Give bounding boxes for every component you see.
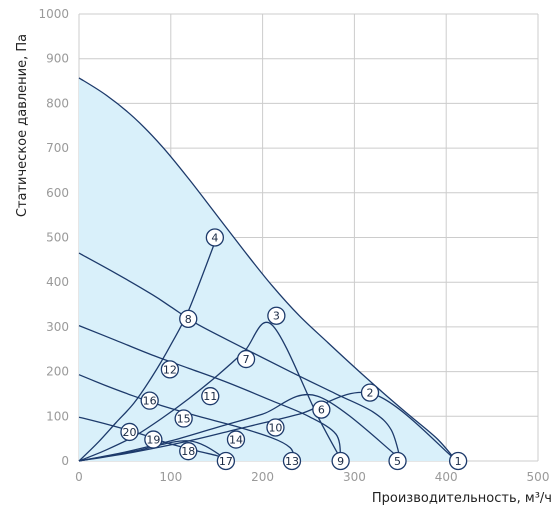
marker-circle xyxy=(282,451,302,471)
marker-circle xyxy=(179,442,198,461)
marker-label: 2 xyxy=(367,387,374,400)
system-curve xyxy=(78,391,456,462)
fan-curve xyxy=(78,252,401,459)
marker-label: 3 xyxy=(273,310,280,323)
x-tick-label: 100 xyxy=(159,470,182,484)
point-marker: 19 xyxy=(144,430,163,449)
y-tick-label: 100 xyxy=(46,409,69,423)
x-tick-label: 300 xyxy=(343,470,366,484)
y-tick-label: 800 xyxy=(46,96,69,110)
operating-area xyxy=(79,77,456,462)
marker-circle xyxy=(267,306,286,325)
fan-curve xyxy=(78,374,296,460)
point-marker: 4 xyxy=(205,228,225,247)
marker-label: 17 xyxy=(219,455,233,468)
y-tick-label: 0 xyxy=(61,454,69,468)
marker-label: 11 xyxy=(203,390,217,403)
fan-curve xyxy=(78,77,456,461)
marker-circle xyxy=(160,360,180,379)
marker-circle xyxy=(312,400,331,419)
marker-label: 5 xyxy=(394,455,401,468)
point-marker: 5 xyxy=(388,451,407,471)
y-tick-label: 1000 xyxy=(38,7,69,21)
x-tick-label: 200 xyxy=(251,470,274,484)
system-curve xyxy=(78,394,401,462)
point-marker: 15 xyxy=(174,409,193,428)
point-marker: 13 xyxy=(282,451,302,471)
point-marker: 14 xyxy=(226,430,246,449)
marker-circle xyxy=(360,383,380,402)
point-marker: 3 xyxy=(267,306,286,325)
y-tick-label: 200 xyxy=(46,365,69,379)
marker-label: 7 xyxy=(243,353,250,366)
marker-label: 18 xyxy=(181,445,195,458)
marker-label: 10 xyxy=(268,421,282,434)
point-marker: 2 xyxy=(360,383,380,402)
system-curve xyxy=(78,237,218,462)
marker-label: 9 xyxy=(337,455,344,468)
fan-curve xyxy=(78,324,342,459)
system-curve xyxy=(78,440,227,462)
system-curve xyxy=(78,321,342,462)
point-marker: 9 xyxy=(331,451,350,471)
marker-circle xyxy=(388,451,407,471)
point-marker: 7 xyxy=(236,349,256,369)
y-axis-title: Статическое давление, Па xyxy=(15,34,30,217)
marker-label: 16 xyxy=(143,395,157,408)
marker-label: 15 xyxy=(177,413,191,426)
x-axis-title: Производительность, м³/ч xyxy=(372,491,552,506)
marker-label: 12 xyxy=(163,363,177,376)
y-tick-label: 900 xyxy=(46,52,69,66)
marker-label: 20 xyxy=(122,426,136,439)
marker-label: 4 xyxy=(211,232,218,245)
y-tick-label: 500 xyxy=(46,231,69,245)
marker-circle xyxy=(120,422,139,442)
marker-circle xyxy=(331,451,350,471)
point-marker: 11 xyxy=(201,387,220,406)
marker-circle xyxy=(448,451,468,471)
ticks: 0 100 200 300 400 500 0 100 200 300 400 500 600 700 80… xyxy=(38,7,549,484)
point-marker: 16 xyxy=(140,391,159,410)
marker-circle xyxy=(266,418,285,437)
y-tick-label: 400 xyxy=(46,275,69,289)
marker-circle xyxy=(205,228,225,247)
point-marker: 20 xyxy=(120,422,139,442)
point-marker: 12 xyxy=(160,360,180,379)
point-marker: 6 xyxy=(312,400,331,419)
marker-circle xyxy=(201,387,220,406)
point-marker: 8 xyxy=(179,309,198,329)
y-tick-label: 300 xyxy=(46,320,69,334)
marker-label: 1 xyxy=(455,455,462,468)
marker-circle xyxy=(174,409,193,428)
x-tick-label: 0 xyxy=(75,470,83,484)
marker-circle xyxy=(236,349,256,369)
marker-circle xyxy=(144,430,163,449)
y-tick-label: 600 xyxy=(46,186,69,200)
marker-label: 13 xyxy=(285,455,299,468)
point-marker: 17 xyxy=(216,451,236,471)
y-tick-label: 700 xyxy=(46,141,69,155)
marker-label: 6 xyxy=(318,404,325,417)
marker-circle xyxy=(140,391,159,410)
point-marker: 18 xyxy=(179,442,198,461)
marker-circle xyxy=(216,451,236,471)
x-tick-label: 400 xyxy=(435,470,458,484)
point-marker: 1 xyxy=(448,451,468,471)
marker-label: 14 xyxy=(229,434,243,447)
marker-label: 19 xyxy=(146,434,160,447)
operating-area-fill xyxy=(79,77,456,462)
curves xyxy=(78,77,456,462)
marker-label: 8 xyxy=(185,313,192,326)
marker-circle xyxy=(179,309,198,329)
marker-circle xyxy=(226,430,246,449)
point-marker: 10 xyxy=(266,418,285,437)
x-tick-label: 500 xyxy=(527,470,550,484)
